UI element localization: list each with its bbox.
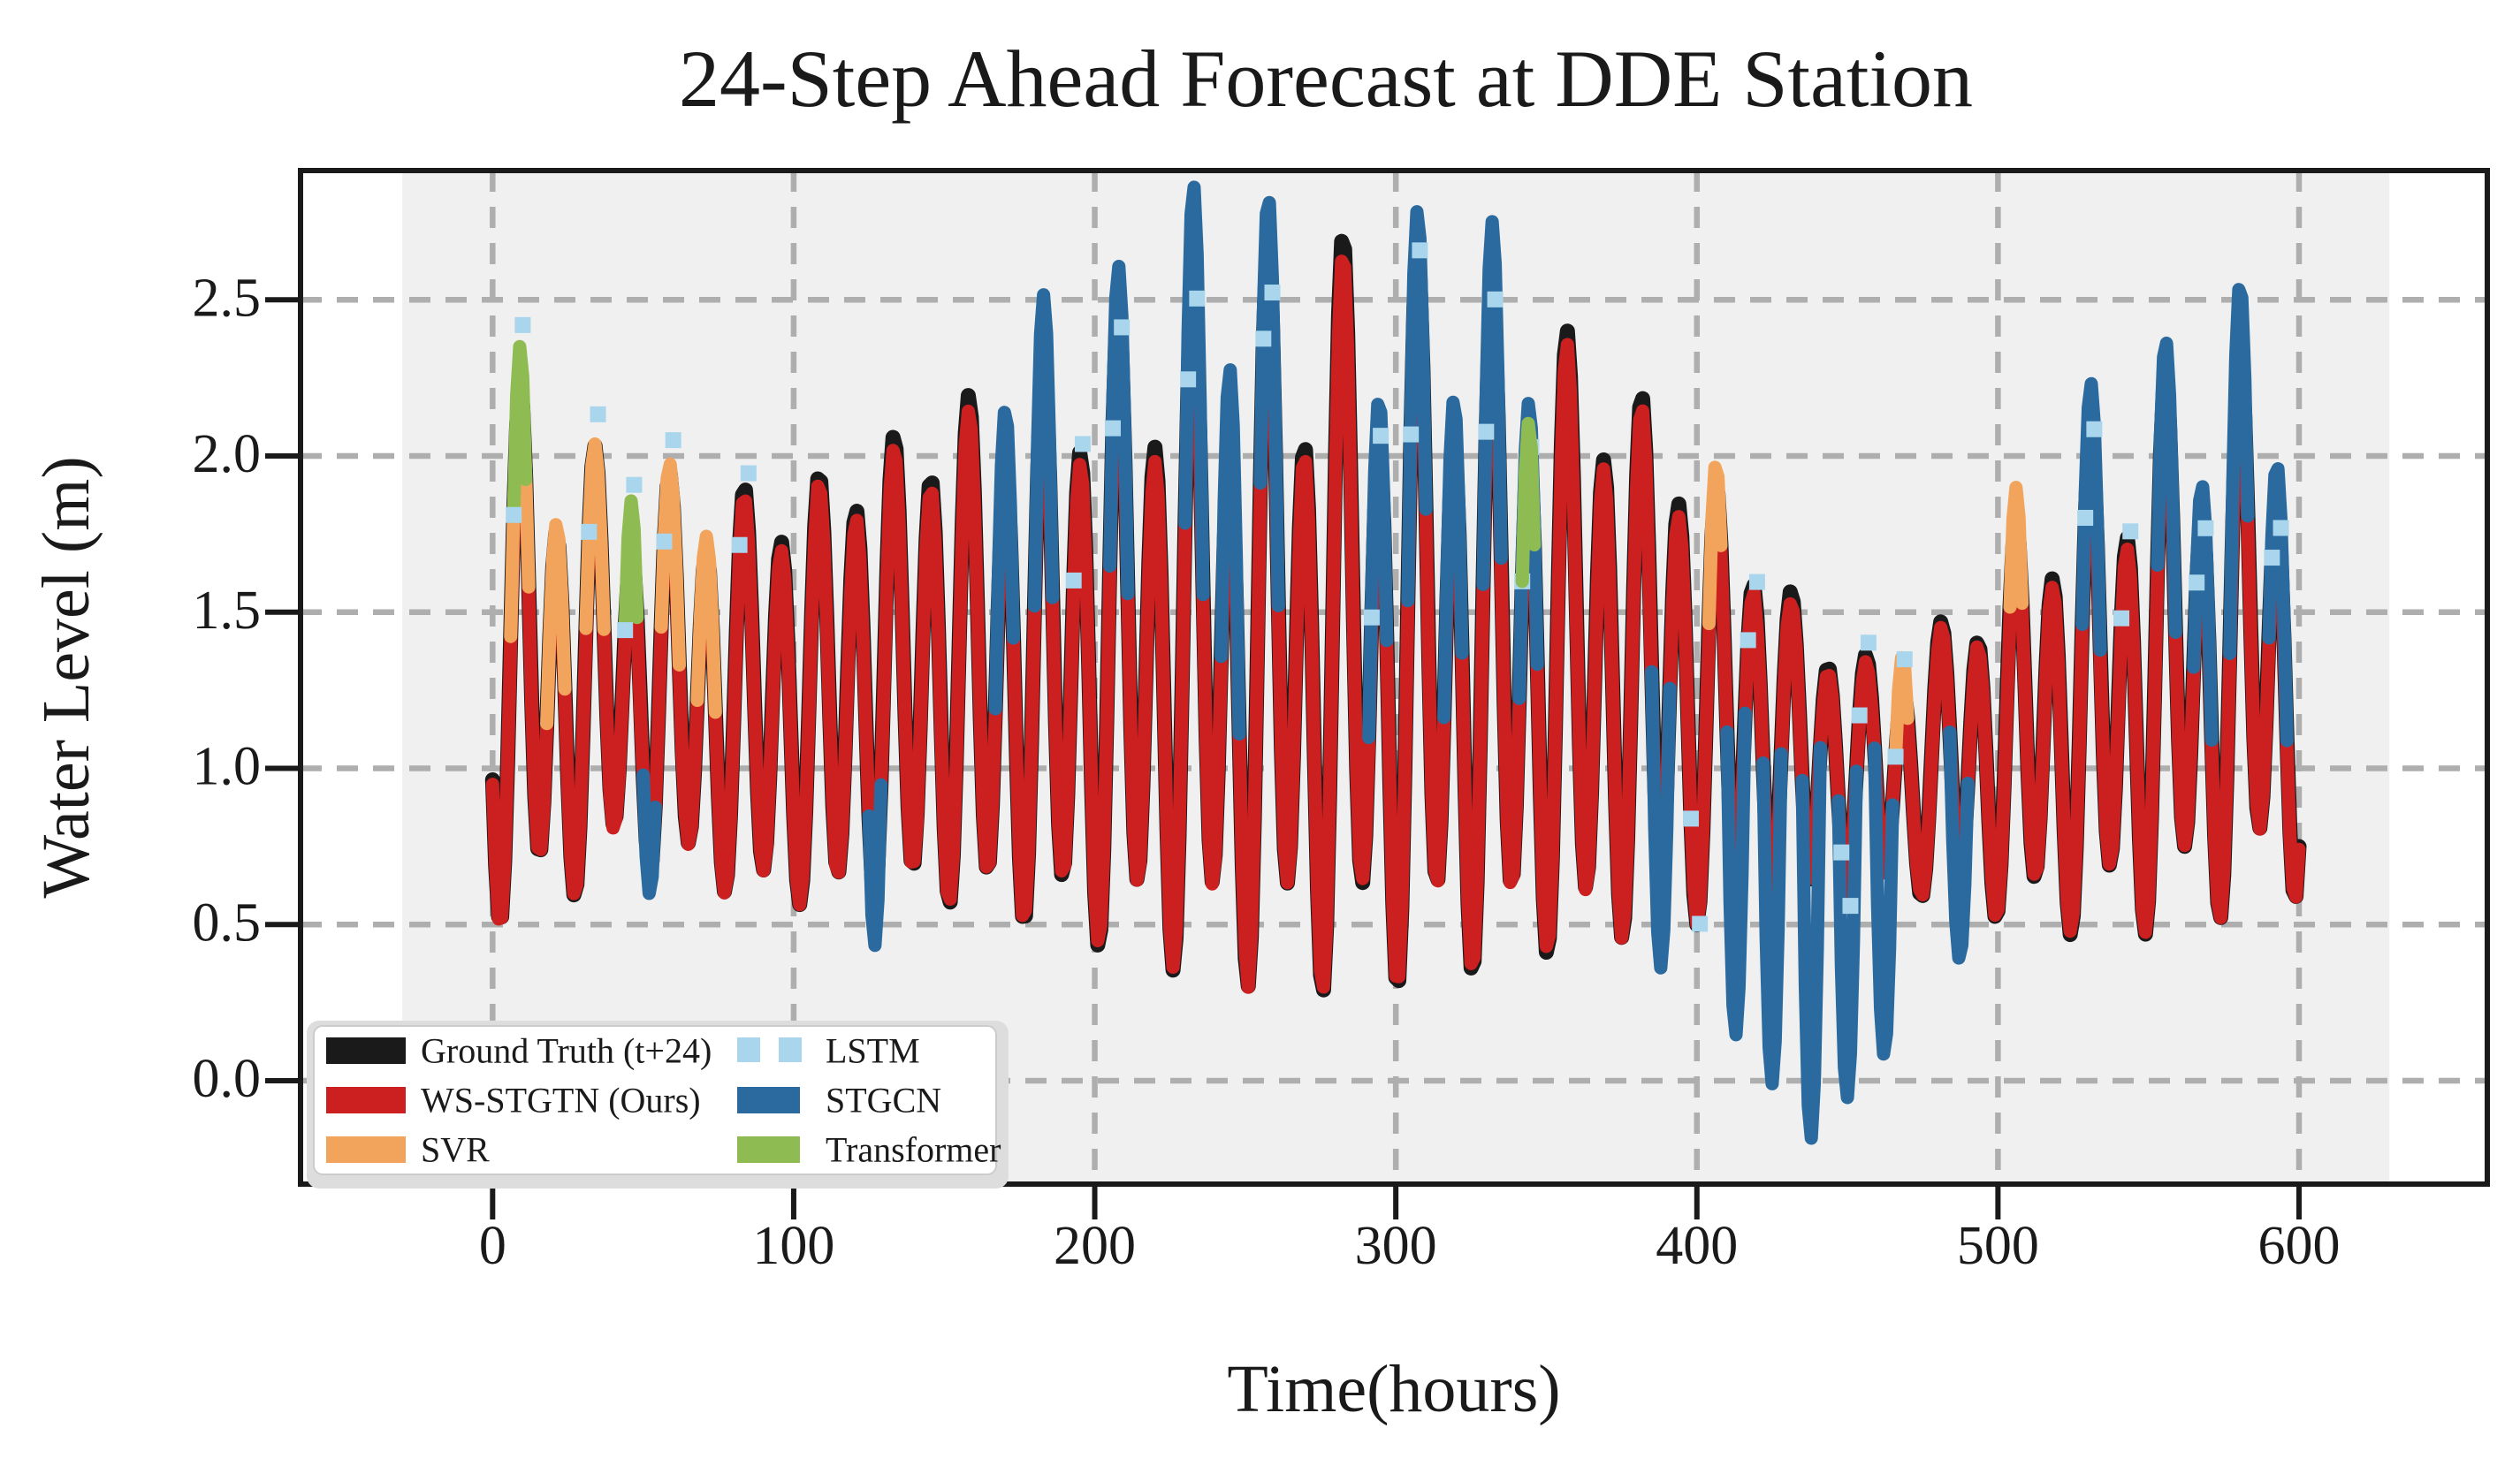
svg-text:500: 500 — [1957, 1216, 2039, 1276]
svg-text:2.0: 2.0 — [193, 424, 262, 484]
svg-text:1.0: 1.0 — [193, 737, 262, 797]
svg-text:0.5: 0.5 — [193, 893, 262, 953]
svg-text:600: 600 — [2257, 1216, 2340, 1276]
svg-text:SVR: SVR — [421, 1130, 490, 1170]
svg-text:WS-STGTN (Ours): WS-STGTN (Ours) — [421, 1081, 701, 1120]
svg-text:100: 100 — [752, 1216, 834, 1276]
svg-text:0.0: 0.0 — [193, 1049, 262, 1109]
svg-text:Transformer: Transformer — [826, 1130, 1001, 1170]
svg-text:200: 200 — [1054, 1216, 1136, 1276]
svg-text:300: 300 — [1355, 1216, 1437, 1276]
svg-text:1.5: 1.5 — [193, 581, 262, 641]
svg-text:Ground Truth (t+24): Ground Truth (t+24) — [421, 1031, 712, 1071]
svg-text:Time(hours): Time(hours) — [1227, 1352, 1560, 1426]
svg-text:Water Level (m): Water Level (m) — [29, 456, 103, 898]
svg-text:0: 0 — [479, 1216, 506, 1276]
svg-text:24-Step Ahead Forecast at DDE: 24-Step Ahead Forecast at DDE Station — [679, 34, 1973, 124]
svg-text:400: 400 — [1656, 1216, 1738, 1276]
svg-text:2.5: 2.5 — [193, 268, 262, 328]
svg-text:STGCN: STGCN — [826, 1081, 941, 1120]
svg-text:LSTM: LSTM — [826, 1031, 920, 1071]
